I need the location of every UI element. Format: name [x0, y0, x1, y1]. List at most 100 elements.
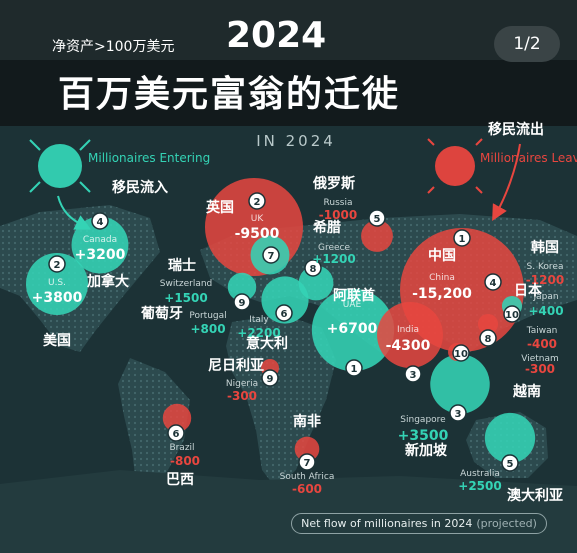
rank-badge-nigeria — [261, 369, 279, 387]
rank-badge-canada — [91, 212, 109, 230]
rank-label-australia: 5 — [507, 459, 514, 470]
title-band — [0, 60, 577, 126]
value-label-uk: -9500 — [235, 226, 280, 242]
bubble-russia — [361, 220, 393, 252]
value-label-singapore: +3500 — [398, 428, 449, 444]
in-year-label: IN 2024 — [256, 132, 336, 150]
legend-leaving-en: Millionaires Leaving — [480, 151, 577, 165]
country-label-brazil: Brazil — [169, 443, 194, 453]
rank-label-nigeria: 9 — [267, 374, 274, 385]
rank-badge-uk — [248, 192, 266, 210]
rank-badge-uae — [345, 359, 363, 377]
country-label-cn-nigeria: 尼日利亚 — [208, 357, 264, 374]
rank-label-canada: 4 — [97, 217, 104, 228]
value-label-china: -15,200 — [412, 286, 472, 302]
country-label-cn-china: 中国 — [428, 247, 456, 264]
legend-entering-en: Millionaires Entering — [88, 151, 210, 165]
rank-badge-u-s — [48, 255, 66, 273]
value-label-greece: +1200 — [312, 252, 355, 266]
legend-leaving-arrow-icon — [492, 143, 521, 221]
bubble-south-africa — [294, 436, 320, 462]
country-label-russia: Russia — [324, 198, 353, 208]
country-label-cn-japan: 日本 — [514, 282, 543, 299]
value-label-uae: +6700 — [327, 321, 378, 337]
value-label-russia: -1000 — [319, 208, 357, 222]
value-label-italy: +2200 — [237, 326, 280, 340]
country-label-cn-u-s: 美国 — [43, 332, 71, 349]
country-label-cn-switzerland: 瑞士 — [168, 257, 196, 274]
country-label-greece: Greece — [318, 243, 350, 253]
footer-note: Net flow of millionaires in 2024 (projec… — [291, 513, 547, 534]
page-title: 百万美元富翁的迁徙 — [58, 74, 401, 115]
value-label-switzerland: +1500 — [164, 291, 207, 305]
country-label-portugal: Portugal — [189, 311, 226, 321]
legend-entering-cn: 移民流入 — [112, 179, 168, 196]
value-label-vietnam: -300 — [525, 362, 555, 376]
value-label-south-africa: -600 — [292, 482, 322, 496]
rank-badge-australia — [501, 454, 519, 472]
rank-label-u-s: 2 — [54, 260, 61, 271]
value-label-india: -4300 — [386, 338, 431, 354]
rank-label-vietnam: 10 — [454, 349, 468, 360]
rank-badge-brazil — [167, 424, 185, 442]
rank-badge-india — [404, 365, 422, 383]
rank-label-japan: 10 — [505, 310, 519, 321]
value-label-s-korea: -1200 — [526, 273, 564, 287]
legend-leaving-arrows-icon — [427, 138, 483, 194]
country-label-australia: Australia — [460, 469, 500, 479]
rank-badge-russia — [368, 209, 386, 227]
country-label-vietnam: Vietnam — [521, 354, 559, 364]
bubble-brazil — [162, 403, 192, 433]
rank-label-russia: 5 — [374, 214, 381, 225]
country-label-taiwan: Taiwan — [526, 326, 558, 336]
country-label-cn-russia: 俄罗斯 — [312, 175, 355, 192]
country-label-cn-vietnam: 越南 — [512, 383, 541, 400]
legend-entering: Millionaires Entering 移民流入 — [29, 139, 210, 230]
bubble-portugal — [227, 272, 257, 302]
value-label-u-s: +3800 — [32, 290, 83, 306]
bubble-u-s — [26, 253, 88, 315]
country-label-cn-italy: 意大利 — [246, 335, 288, 352]
country-label-nigeria: Nigeria — [226, 379, 258, 389]
footer-projected: (projected) — [476, 517, 537, 530]
value-label-australia: +2500 — [458, 479, 501, 493]
legend-leaving-swatch — [435, 146, 475, 186]
page-indicator[interactable]: 1/2 — [494, 26, 560, 62]
value-label-portugal: +800 — [190, 322, 225, 336]
rank-label-switzerland: 7 — [268, 251, 275, 262]
rank-badge-south-africa — [298, 453, 316, 471]
rank-label-india: 3 — [410, 370, 417, 381]
country-label-china: China — [429, 273, 455, 283]
country-label-japan: Japan — [532, 292, 558, 302]
country-label-cn-portugal: 葡萄牙 — [140, 305, 183, 322]
country-label-cn-s-korea: 韩国 — [531, 239, 559, 256]
rank-label-south-africa: 7 — [304, 458, 311, 469]
rank-badge-greece — [304, 259, 322, 277]
country-label-south-africa: South Africa — [280, 472, 335, 482]
country-label-cn-australia: 澳大利亚 — [507, 487, 563, 504]
rank-label-brazil: 6 — [173, 429, 180, 440]
country-label-cn-uae: 阿联酋 — [333, 287, 375, 304]
year-heading: 2024 — [226, 15, 327, 56]
rank-label-s-korea: 4 — [490, 278, 497, 289]
country-label-cn-canada: 加拿大 — [86, 273, 129, 290]
bubble-australia — [484, 412, 536, 464]
country-label-s-korea: S. Korea — [527, 262, 564, 272]
rank-label-china: 1 — [459, 234, 466, 245]
country-label-uk: UK — [251, 214, 265, 224]
rank-badge-portugal — [233, 293, 251, 311]
rank-label-taiwan: 8 — [485, 334, 492, 345]
country-label-italy: Italy — [249, 315, 269, 325]
rank-label-italy: 6 — [281, 309, 288, 320]
bubble-taiwan — [477, 313, 499, 335]
footer-label: Net flow of millionaires in 2024 — [301, 517, 473, 530]
value-label-canada: +3200 — [75, 247, 126, 263]
legend-leaving-cn: 移民流出 — [488, 121, 544, 138]
rank-badge-vietnam — [452, 344, 470, 362]
legend-entering-arrows-icon — [29, 139, 91, 193]
bubble-italy — [261, 276, 309, 324]
country-label-cn-south-africa: 南非 — [293, 413, 321, 430]
bubble-singapore — [430, 354, 490, 414]
